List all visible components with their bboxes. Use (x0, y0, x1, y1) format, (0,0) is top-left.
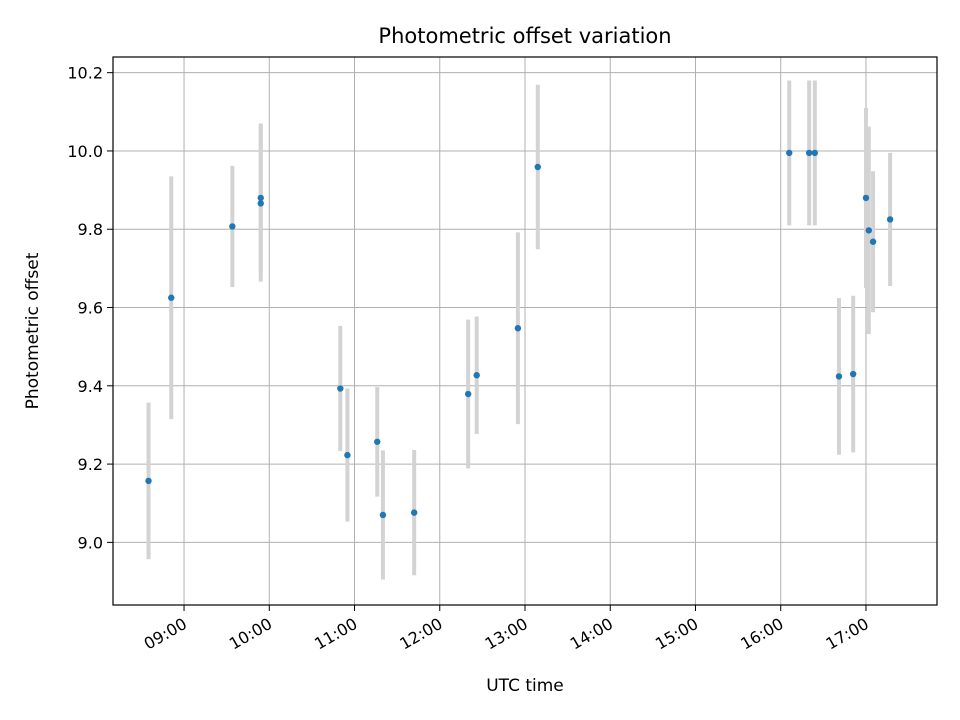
y-tick-label: 9.6 (78, 299, 103, 318)
chart-title: Photometric offset variation (378, 24, 671, 48)
y-tick-label: 9.8 (78, 220, 103, 239)
x-axis-label: UTC time (486, 676, 564, 696)
y-tick-label: 10.0 (67, 142, 103, 161)
data-point (379, 511, 387, 519)
data-point (145, 477, 152, 485)
data-point (869, 238, 877, 245)
data-point (344, 451, 351, 459)
data-point (805, 149, 813, 157)
data-point (229, 223, 236, 230)
data-point (514, 325, 522, 332)
data-point (786, 149, 793, 157)
data-point (835, 373, 843, 380)
data-point (410, 509, 418, 516)
data-point (886, 216, 894, 223)
data-point (849, 370, 857, 378)
data-point (865, 227, 873, 234)
data-point (337, 385, 344, 392)
data-point (257, 194, 264, 202)
data-point (168, 294, 175, 301)
data-point (473, 372, 480, 379)
y-tick-label: 10.2 (67, 64, 103, 83)
data-point (464, 390, 472, 398)
y-axis-label: Photometric offset (23, 252, 43, 409)
y-tick-label: 9.4 (78, 377, 103, 396)
data-point (534, 163, 541, 171)
data-point (862, 194, 870, 202)
y-tick-label: 9.0 (78, 533, 103, 552)
data-points (145, 149, 894, 519)
y-tick-label: 9.2 (78, 455, 103, 474)
data-point (374, 438, 381, 445)
data-point (811, 149, 819, 157)
data-point (257, 200, 264, 207)
